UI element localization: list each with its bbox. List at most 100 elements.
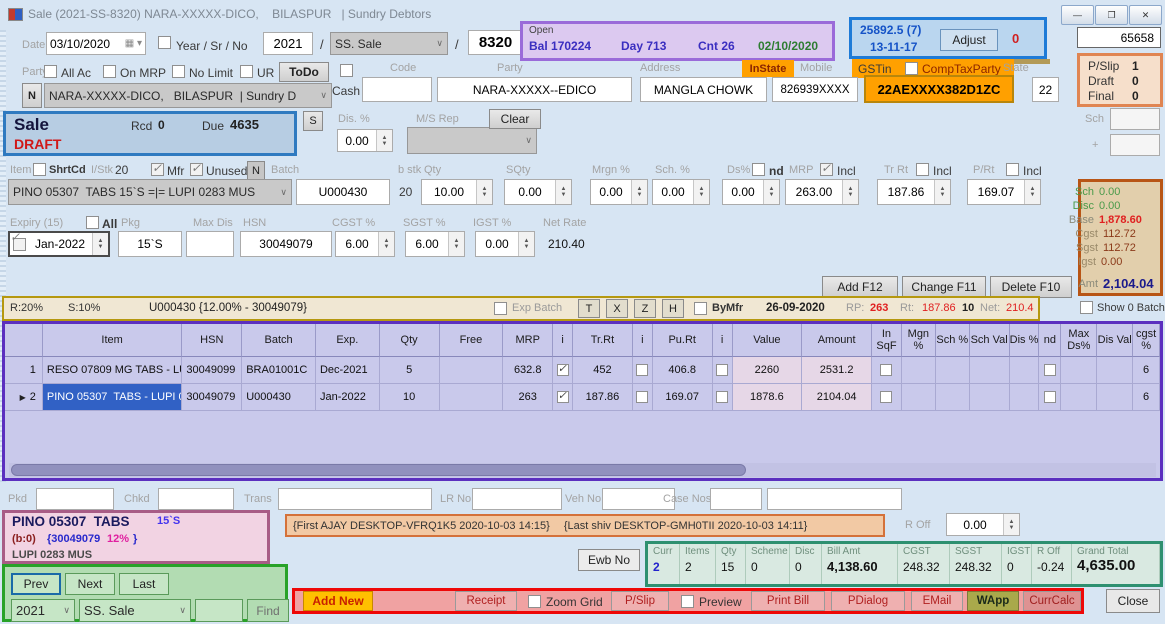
- preview-checkbox[interactable]: [681, 595, 694, 608]
- prt-stepper[interactable]: 169.07 ▲ ▼: [967, 179, 1041, 205]
- stepper-arrows-icon[interactable]: ▲ ▼: [376, 130, 392, 151]
- grid-cell[interactable]: 1: [5, 357, 43, 384]
- scrollbar-thumb[interactable]: [11, 464, 746, 476]
- grid-cell[interactable]: [439, 384, 504, 411]
- calendar-icon[interactable]: ▦ ▾: [124, 38, 142, 49]
- s-button[interactable]: S: [303, 111, 323, 131]
- grid-cell[interactable]: [935, 357, 970, 384]
- grid-cell[interactable]: [632, 384, 653, 411]
- z-button[interactable]: Z: [634, 299, 656, 318]
- stepper-arrows-icon[interactable]: ▲ ▼: [518, 232, 534, 256]
- maximize-button[interactable]: ❐: [1095, 5, 1128, 25]
- grid-cell[interactable]: [872, 357, 902, 384]
- add-f12-button[interactable]: Add F12: [822, 276, 898, 298]
- grid-checkbox[interactable]: [636, 391, 649, 403]
- cash-checkbox[interactable]: [340, 64, 353, 77]
- grid-cell[interactable]: 263: [503, 384, 554, 411]
- sch-side-input[interactable]: [1110, 108, 1160, 130]
- mfr-checkbox[interactable]: [151, 161, 164, 176]
- pkg-input[interactable]: 15`S: [118, 231, 182, 257]
- grid-checkbox[interactable]: [556, 362, 569, 376]
- expiry-checkbox[interactable]: [13, 238, 26, 251]
- expiry-stepper[interactable]: Jan-2022 ▲▼: [8, 231, 110, 257]
- sgst-stepper[interactable]: 6.00 ▲ ▼: [405, 231, 465, 257]
- grid-checkbox[interactable]: [636, 364, 649, 376]
- party-n-button[interactable]: N: [22, 83, 42, 108]
- grid-cell[interactable]: 2531.2: [802, 357, 872, 384]
- grid-cell[interactable]: [969, 384, 1010, 411]
- state-input[interactable]: 22: [1032, 77, 1059, 102]
- unused-checkbox[interactable]: [190, 161, 203, 176]
- batch-input[interactable]: U000430: [296, 179, 390, 205]
- grid-cell[interactable]: 452: [573, 357, 633, 384]
- no-limit-checkbox[interactable]: [172, 65, 185, 78]
- stepper-arrows-icon[interactable]: ▲ ▼: [763, 180, 779, 204]
- find-button[interactable]: Find: [247, 599, 289, 622]
- prt-incl-checkbox[interactable]: [1006, 163, 1019, 176]
- exp-batch-checkbox[interactable]: [494, 302, 507, 315]
- vehno-input[interactable]: [602, 488, 675, 510]
- grid-checkbox[interactable]: [1043, 364, 1056, 376]
- grid-cell[interactable]: Dec-2021: [315, 357, 380, 384]
- email-button[interactable]: EMail: [911, 591, 963, 611]
- nd-checkbox[interactable]: [752, 163, 765, 176]
- mrgn-stepper[interactable]: 0.00 ▲ ▼: [590, 179, 648, 205]
- ewb-no-button[interactable]: Ewb No: [578, 549, 640, 571]
- comp-tax-checkbox[interactable]: [905, 62, 918, 75]
- grid-cell[interactable]: Jan-2022: [315, 384, 380, 411]
- year-input[interactable]: 2021: [263, 32, 313, 55]
- grid-cell[interactable]: [1039, 357, 1062, 384]
- stepper-arrows-icon[interactable]: ▲ ▼: [1024, 180, 1040, 204]
- bymfr-checkbox[interactable]: [694, 302, 707, 315]
- prev-button[interactable]: Prev: [11, 573, 61, 595]
- mrp-incl-checkbox[interactable]: [820, 161, 833, 176]
- nav-series-select[interactable]: SS. Sale ∨: [79, 599, 191, 622]
- grid-cell[interactable]: [553, 357, 574, 384]
- grid-cell[interactable]: [712, 357, 733, 384]
- grid-cell[interactable]: 6: [1133, 357, 1160, 384]
- on-mrp-checkbox[interactable]: [103, 65, 116, 78]
- grid-cell[interactable]: 2260: [732, 357, 803, 384]
- trrt-incl-checkbox[interactable]: [916, 163, 929, 176]
- zoom-grid-checkbox[interactable]: [528, 595, 541, 608]
- sqty-stepper[interactable]: 0.00 ▲ ▼: [504, 179, 572, 205]
- trrt-stepper[interactable]: 187.86 ▲ ▼: [877, 179, 951, 205]
- grid-cell[interactable]: [901, 384, 936, 411]
- hsn-input[interactable]: 30049079: [240, 231, 332, 257]
- ref-no-field[interactable]: 65658: [1077, 27, 1161, 48]
- grid-cell[interactable]: 2104.04: [802, 384, 872, 411]
- casenos-input-2[interactable]: [767, 488, 902, 510]
- grid-cell[interactable]: 5: [379, 357, 440, 384]
- all-ac-checkbox[interactable]: [44, 65, 57, 78]
- ds-stepper[interactable]: 0.00 ▲ ▼: [722, 179, 780, 205]
- change-f11-button[interactable]: Change F11: [902, 276, 986, 298]
- x-button[interactable]: X: [606, 299, 628, 318]
- series-select[interactable]: SS. Sale ∨: [330, 32, 448, 55]
- lrno-input[interactable]: [472, 488, 562, 510]
- minimize-button[interactable]: —: [1061, 5, 1094, 25]
- clear-button[interactable]: Clear: [489, 109, 541, 129]
- grid-cell[interactable]: [1009, 357, 1040, 384]
- currcalc-button[interactable]: CurrCalc: [1023, 591, 1081, 611]
- stepper-arrows-icon[interactable]: ▲ ▼: [934, 180, 950, 204]
- grid-cell[interactable]: 6: [1133, 384, 1160, 411]
- stepper-arrows-icon[interactable]: ▲ ▼: [693, 180, 709, 204]
- shrtcd-checkbox[interactable]: [33, 163, 46, 176]
- delete-f10-button[interactable]: Delete F10: [990, 276, 1072, 298]
- find-input[interactable]: [195, 599, 243, 622]
- grid-cell[interactable]: 30049099: [182, 357, 243, 384]
- maxdis-input[interactable]: [186, 231, 234, 257]
- plus-side-input[interactable]: [1110, 134, 1160, 156]
- grid-cell[interactable]: [1039, 384, 1062, 411]
- mobile-input[interactable]: 826939XXXX: [772, 77, 858, 102]
- item-n-button[interactable]: N: [247, 161, 265, 180]
- close-button[interactable]: Close: [1106, 589, 1160, 613]
- adjust-button[interactable]: Adjust: [940, 29, 998, 51]
- receipt-button[interactable]: Receipt: [455, 591, 517, 611]
- grid-horizontal-scrollbar[interactable]: [9, 463, 1156, 477]
- grid-cell[interactable]: [553, 384, 574, 411]
- stepper-arrows-icon[interactable]: ▲ ▼: [631, 180, 647, 204]
- show-0-batch-checkbox[interactable]: [1080, 301, 1093, 314]
- casenos-input-1[interactable]: [710, 488, 762, 510]
